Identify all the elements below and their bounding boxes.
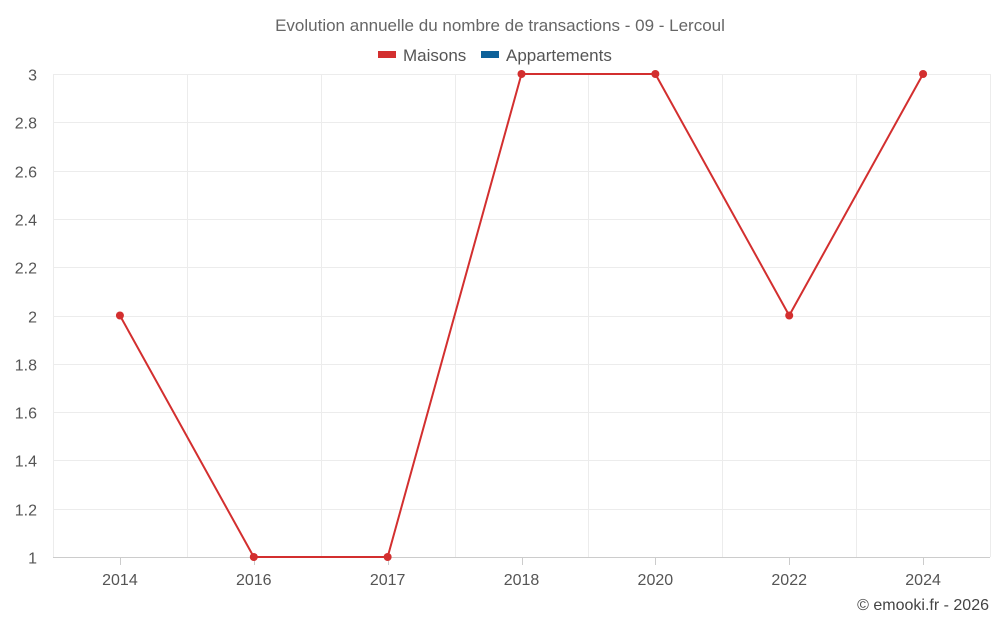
- x-tick-label: 2018: [504, 572, 540, 589]
- x-tick-label: 2024: [905, 572, 941, 589]
- y-tick-label: 1.8: [15, 358, 37, 375]
- y-tick-label: 2.4: [15, 213, 37, 230]
- y-tick-label: 2.6: [15, 165, 37, 182]
- chart-title: Evolution annuelle du nombre de transact…: [275, 16, 725, 35]
- data-point[interactable]: [383, 553, 392, 561]
- grid: [53, 74, 991, 558]
- y-tick-label: 1.6: [15, 406, 37, 423]
- y-tick-label: 3: [28, 68, 37, 85]
- data-point[interactable]: [249, 553, 258, 561]
- data-point[interactable]: [651, 70, 660, 78]
- legend-label-maisons: Maisons: [403, 46, 466, 65]
- y-axis-ticks: 1 1.2 1.4 1.6 1.8 2 2.2 2.4 2.6 2.8 3: [15, 68, 37, 568]
- legend: Maisons Appartements: [378, 46, 612, 65]
- x-tick-label: 2022: [771, 572, 807, 589]
- x-tick-label: 2020: [638, 572, 674, 589]
- y-tick-label: 2.2: [15, 261, 37, 278]
- data-point[interactable]: [115, 311, 124, 320]
- data-point[interactable]: [517, 70, 526, 78]
- legend-item-maisons[interactable]: Maisons: [378, 46, 466, 65]
- legend-swatch-appartements: [481, 51, 499, 58]
- y-tick-label: 2.8: [15, 116, 37, 133]
- series-layer: [115, 70, 928, 561]
- x-tick-label: 2014: [102, 572, 138, 589]
- y-tick-label: 1.4: [15, 454, 37, 471]
- y-tick-label: 1.2: [15, 503, 37, 520]
- x-axis-ticks: 2014 2016 2017 2018 2020 2022 2024: [102, 557, 941, 589]
- series-line-maisons: [119, 73, 924, 558]
- legend-item-appartements[interactable]: Appartements: [481, 46, 612, 65]
- legend-label-appartements: Appartements: [506, 46, 612, 65]
- x-tick-label: 2017: [370, 572, 406, 589]
- data-point[interactable]: [785, 311, 794, 320]
- legend-swatch-maisons: [378, 51, 396, 58]
- data-point[interactable]: [919, 70, 928, 78]
- credit-text: © emooki.fr - 2026: [857, 597, 989, 614]
- y-tick-label: 1: [28, 551, 37, 568]
- y-tick-label: 2: [28, 310, 37, 327]
- x-tick-label: 2016: [236, 572, 272, 589]
